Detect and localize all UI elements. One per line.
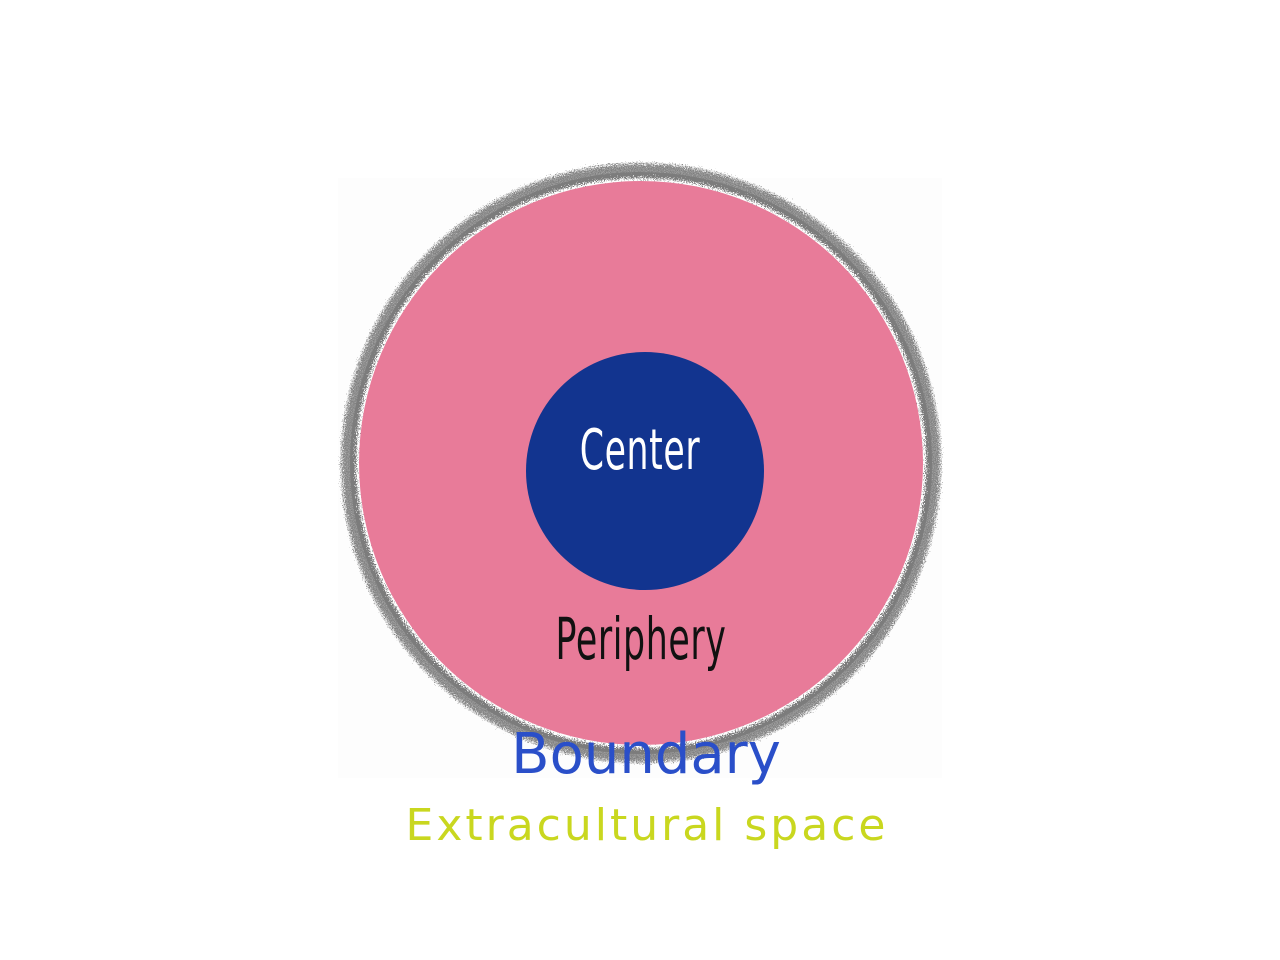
center-label: Center xyxy=(579,418,701,483)
extracultural-space-label: Extracultural space xyxy=(405,800,889,851)
periphery-label: Periphery xyxy=(555,605,727,673)
boundary-speckle xyxy=(340,162,942,764)
center-circle xyxy=(526,352,764,590)
boundary-label: Boundary xyxy=(511,722,781,787)
